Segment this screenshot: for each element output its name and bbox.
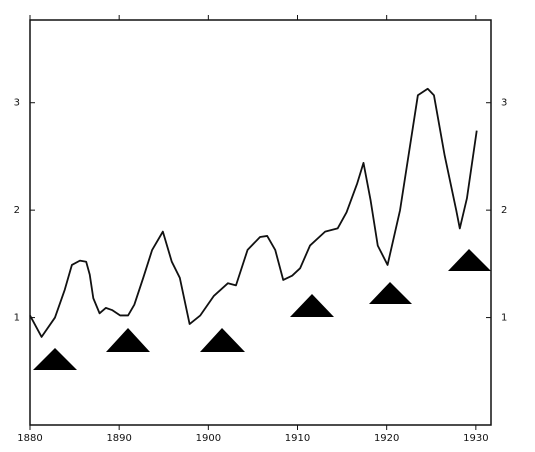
plot-frame (29, 19, 492, 426)
x-tick-label: 1900 (196, 433, 221, 444)
y2-tick-label: 3 (501, 98, 507, 109)
x-tick-label: 1930 (463, 433, 488, 444)
y-tick-label: 2 (14, 205, 20, 216)
y2-tick-label: 1 (501, 313, 507, 324)
triangle-marker (33, 348, 77, 370)
x-tick-label: 1910 (285, 433, 310, 444)
triangle-marker (448, 249, 491, 271)
y-tick-label: 1 (14, 313, 20, 324)
data-line (29, 87, 478, 338)
x-tick-label: 1890 (106, 433, 131, 444)
y-tick-label: 3 (14, 98, 20, 109)
markers (33, 249, 491, 370)
x-tick-label: 1880 (17, 433, 42, 444)
triangle-marker (106, 328, 150, 352)
triangle-marker (290, 294, 334, 317)
x-tick-label: 1920 (374, 433, 399, 444)
triangle-marker (369, 282, 412, 304)
y2-tick-label: 2 (501, 205, 507, 216)
triangle-marker (200, 328, 245, 352)
